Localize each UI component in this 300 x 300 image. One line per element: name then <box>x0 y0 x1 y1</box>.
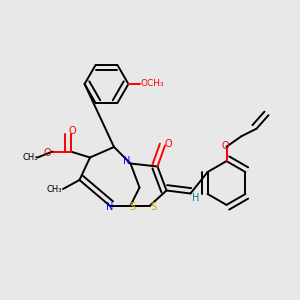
Text: CH₃: CH₃ <box>22 153 38 162</box>
Text: O: O <box>165 139 172 149</box>
Text: S: S <box>129 202 135 212</box>
Text: O: O <box>221 141 229 151</box>
Text: N: N <box>123 156 130 166</box>
Text: CH₃: CH₃ <box>47 184 62 194</box>
Text: O: O <box>68 125 76 136</box>
Text: H: H <box>192 193 200 203</box>
Text: OCH₃: OCH₃ <box>141 80 164 88</box>
Text: N: N <box>106 202 113 212</box>
Text: O: O <box>43 148 51 158</box>
Text: S: S <box>150 202 156 212</box>
